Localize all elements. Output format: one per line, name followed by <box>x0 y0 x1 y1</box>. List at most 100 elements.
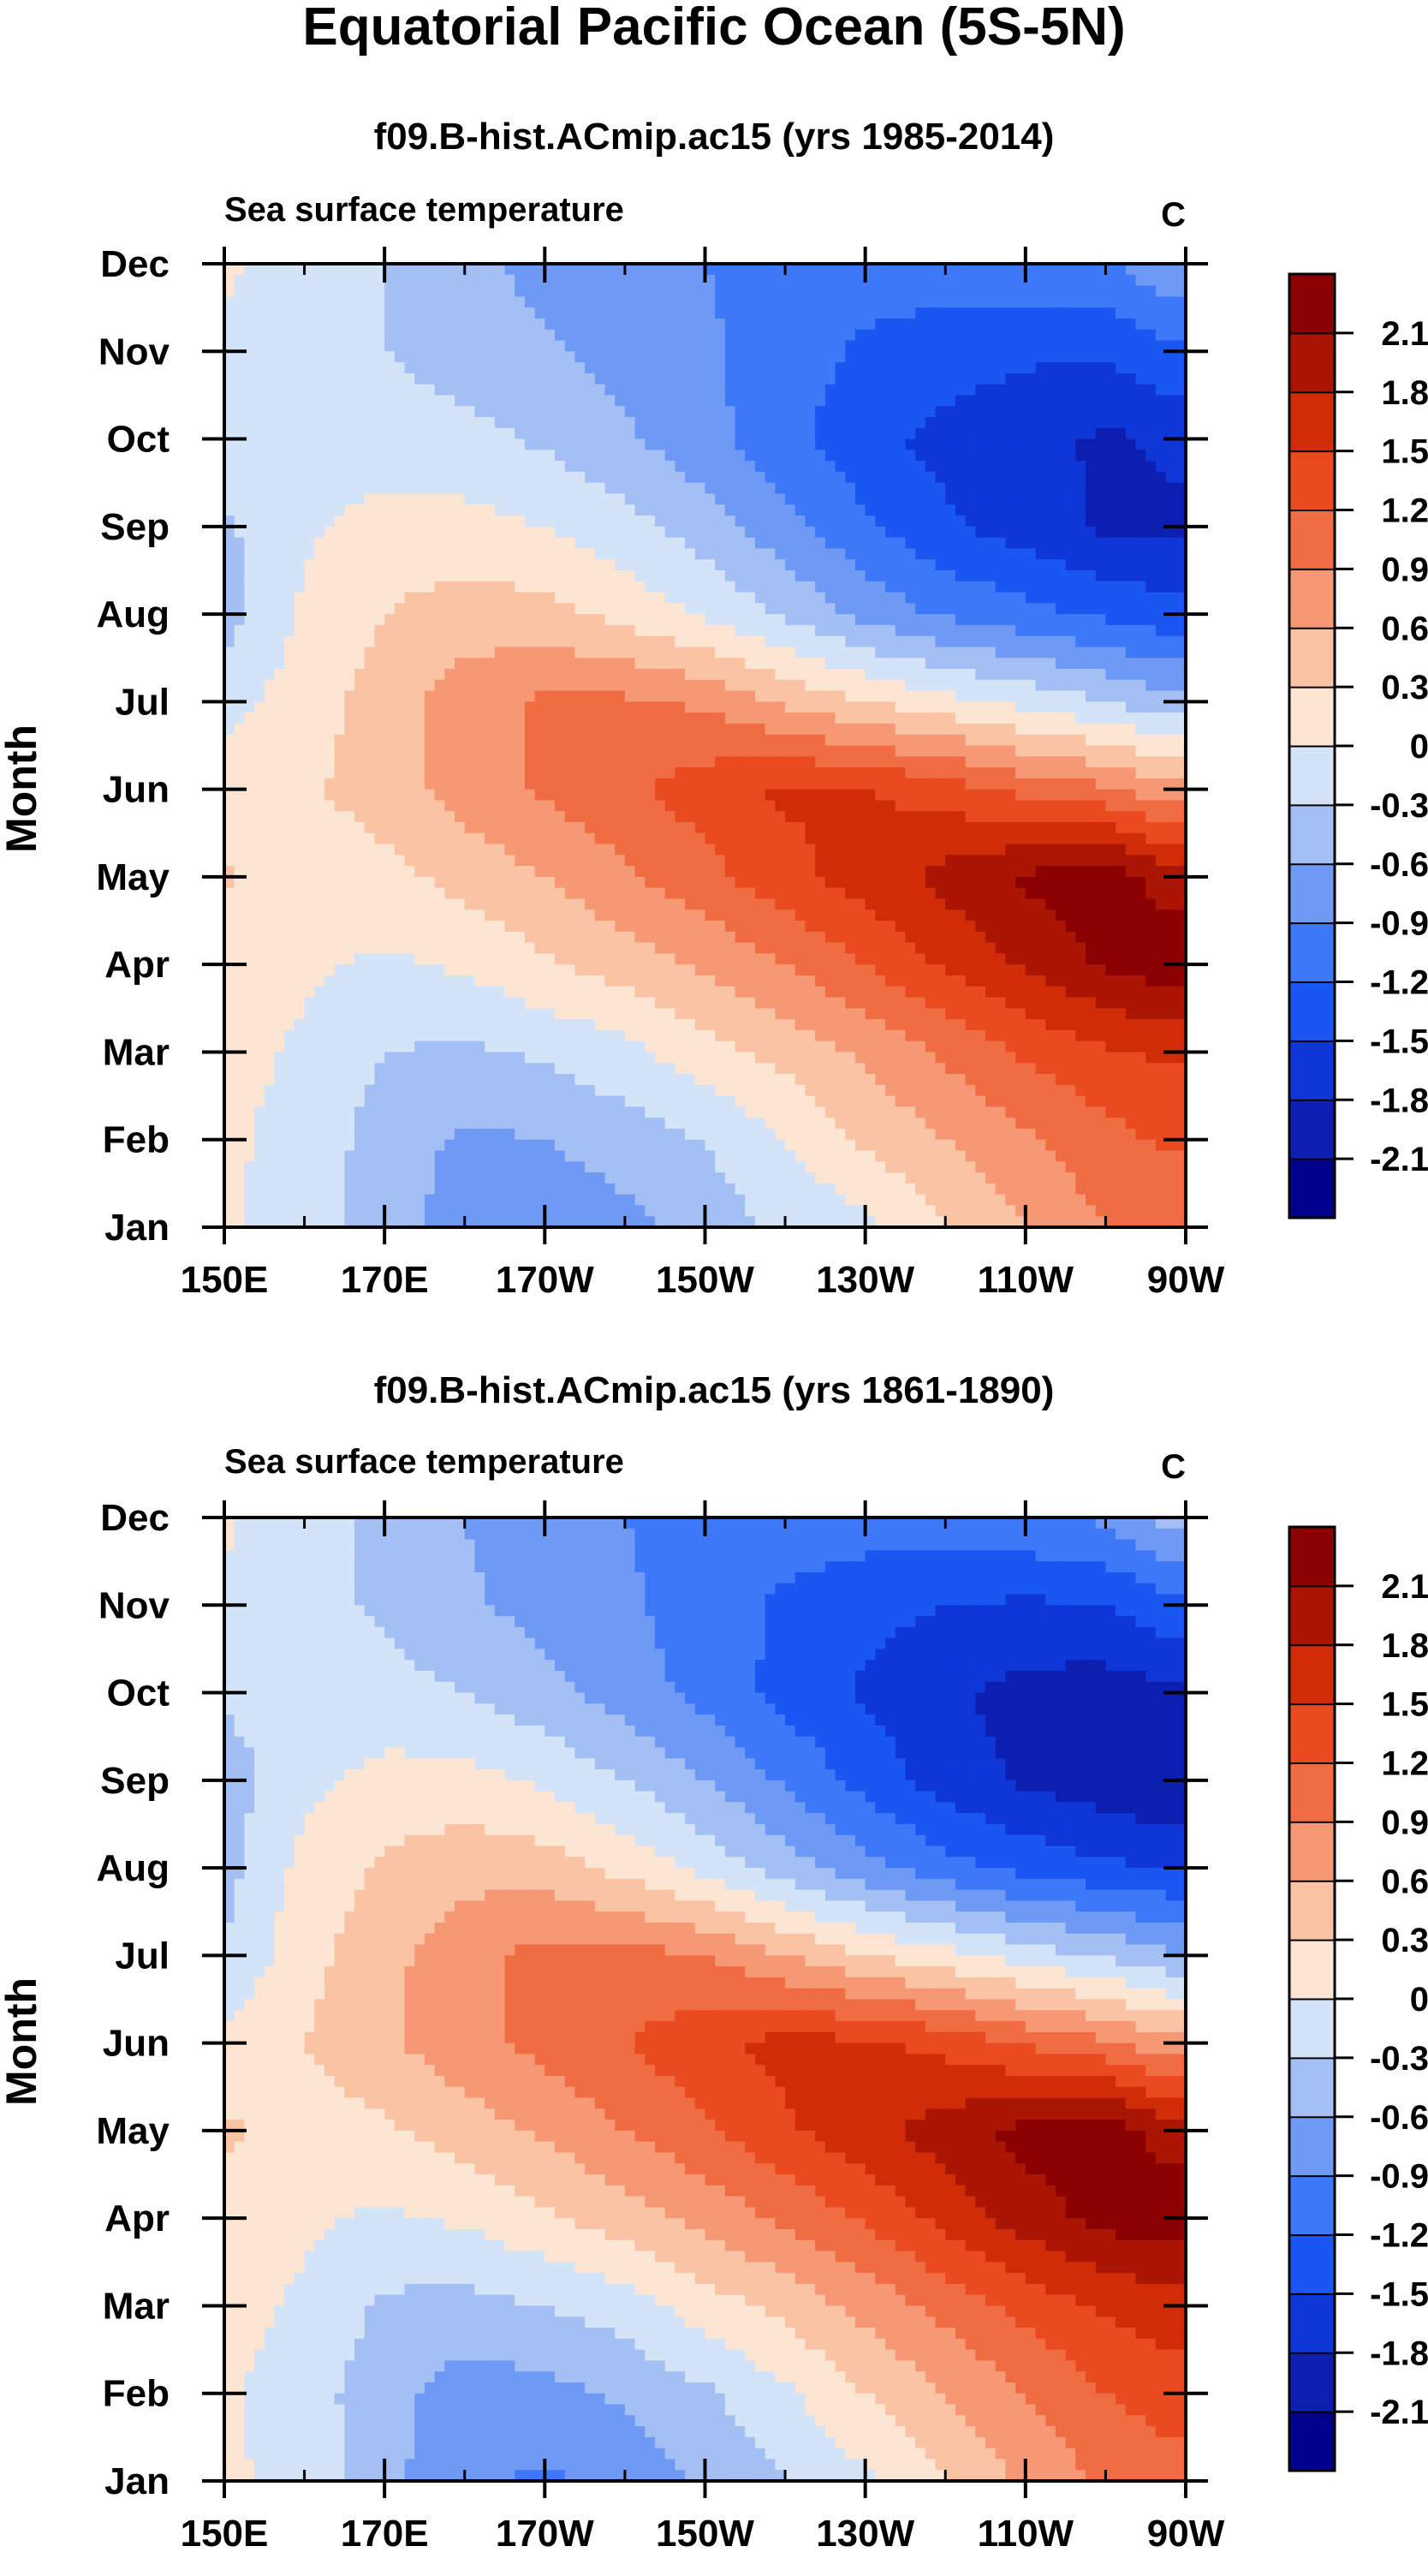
panel-1-heatmap-cell <box>394 778 406 790</box>
panel-1-heatmap-cell <box>935 647 946 659</box>
panel-1-heatmap-cell <box>815 756 826 768</box>
panel-1-heatmap-cell <box>745 296 756 308</box>
panel-1-heatmap-cell <box>464 789 476 802</box>
panel-1-heatmap-cell <box>705 482 716 495</box>
panel-1-heatmap-cell <box>394 581 406 593</box>
panel-1-heatmap-cell <box>324 351 336 363</box>
panel-1-heatmap-cell <box>1035 471 1046 484</box>
panel-1-heatmap-cell <box>394 734 406 747</box>
panel-1-heatmap-cell <box>434 285 445 297</box>
panel-1-heatmap-cell <box>594 296 606 308</box>
panel-1-heatmap-cell <box>615 340 626 352</box>
panel-1-heatmap-cell <box>865 745 876 757</box>
panel-1-heatmap-cell <box>694 592 706 604</box>
panel-1-heatmap-cell <box>634 351 646 363</box>
panel-1-heatmap-cell <box>955 351 967 363</box>
panel-1-heatmap-cell <box>634 701 646 713</box>
panel-1-heatmap-cell <box>754 624 766 637</box>
panel-1-heatmap-cell <box>364 559 376 571</box>
panel-1-heatmap-cell <box>905 373 916 385</box>
panel-1-heatmap-cell <box>905 416 916 429</box>
panel-1-heatmap-cell <box>935 373 946 385</box>
panel-1-heatmap-cell <box>955 701 967 713</box>
panel-1-heatmap-cell <box>875 395 886 407</box>
panel-1-heatmap-cell <box>935 285 946 297</box>
panel-1-heatmap-cell <box>815 537 826 549</box>
panel-1-heatmap-cell <box>735 559 746 571</box>
panel-1-heatmap-cell <box>374 307 385 319</box>
panel-1-heatmap-cell <box>1125 690 1137 702</box>
panel-1-heatmap-cell <box>1095 581 1107 593</box>
panel-1-heatmap-cell <box>1116 559 1127 571</box>
panel-1-heatmap-cell <box>754 635 766 648</box>
panel-1-heatmap-cell <box>1045 450 1056 462</box>
panel-1-heatmap-cell <box>965 427 976 440</box>
panel-1-heatmap-cell <box>854 548 866 560</box>
panel-1-heatmap-cell <box>1035 669 1046 681</box>
panel-1-heatmap-cell <box>374 647 385 659</box>
panel-1-heatmap-cell <box>854 581 866 593</box>
panel-1-heatmap-cell <box>364 416 376 429</box>
panel-1-heatmap-cell <box>845 351 856 363</box>
panel-1-heatmap-cell <box>524 767 536 779</box>
panel-1-heatmap-cell <box>585 821 596 834</box>
panel-1-heatmap-cell <box>875 526 886 539</box>
panel-1-heatmap-cell <box>645 264 656 276</box>
panel-1-heatmap-cell <box>1095 789 1107 802</box>
panel-1-heatmap-cell <box>504 395 515 407</box>
panel-1-heatmap-cell <box>354 516 366 528</box>
panel-1-heatmap-cell <box>234 318 245 331</box>
panel-1-heatmap-cell <box>314 745 325 757</box>
panel-1-heatmap-cell <box>675 264 686 276</box>
panel-1-heatmap-cell <box>624 581 636 593</box>
panel-1-heatmap-cell <box>655 438 666 450</box>
panel-1-heatmap-cell <box>785 811 796 823</box>
panel-1-heatmap-cell <box>754 307 766 319</box>
panel-1-heatmap-cell <box>534 516 545 528</box>
panel-1-heatmap-cell <box>494 811 506 823</box>
panel-1-heatmap-cell <box>895 395 907 407</box>
panel-1-heatmap-cell <box>564 307 576 319</box>
panel-1-heatmap-cell <box>664 406 676 418</box>
panel-1-heatmap-cell <box>675 493 686 505</box>
panel-1-heatmap-cell <box>604 329 616 342</box>
panel-1-heatmap-cell <box>455 395 466 407</box>
panel-1-heatmap-cell <box>895 329 907 342</box>
panel-1-heatmap-cell <box>374 778 385 790</box>
panel-1-heatmap-cell <box>915 778 926 790</box>
panel-1-heatmap-cell <box>234 679 245 692</box>
panel-1-heatmap-cell <box>875 504 886 516</box>
panel-1-heatmap-cell <box>1145 438 1157 450</box>
panel-1-heatmap-cell <box>975 493 986 505</box>
panel-1-heatmap-cell <box>1125 340 1137 352</box>
panel-1-heatmap-cell <box>705 635 716 648</box>
panel-1-heatmap-cell <box>765 778 776 790</box>
panel-1-heatmap-cell <box>955 756 967 768</box>
panel-1-heatmap-cell <box>354 351 366 363</box>
panel-1-heatmap-cell <box>1116 395 1127 407</box>
panel-1-heatmap-cell <box>905 406 916 418</box>
panel-1-heatmap-cell <box>434 669 445 681</box>
panel-1-heatmap-cell <box>354 690 366 702</box>
panel-1-heatmap-cell <box>1125 548 1137 560</box>
panel-1-heatmap-cell <box>1015 559 1026 571</box>
panel-1-heatmap-cell <box>474 395 485 407</box>
panel-1-heatmap-cell <box>835 679 846 692</box>
panel-1-heatmap-cell <box>1055 821 1067 834</box>
panel-1-heatmap-cell <box>515 438 526 450</box>
panel-1-heatmap-cell <box>234 264 245 276</box>
panel-1-heatmap-cell <box>1065 493 1076 505</box>
panel-1-heatmap-cell <box>815 723 826 736</box>
panel-1-heatmap-cell <box>624 789 636 802</box>
panel-1-heatmap-cell <box>574 800 586 812</box>
panel-1-heatmap-cell <box>865 493 876 505</box>
panel-1-heatmap-cell <box>854 559 866 571</box>
panel-1-heatmap-cell <box>374 569 385 582</box>
panel-1-heatmap-cell <box>1175 351 1187 363</box>
panel-1-heatmap-cell <box>985 362 997 374</box>
panel-1-heatmap-cell <box>534 690 545 702</box>
panel-1-heatmap-cell <box>975 669 986 681</box>
panel-1-heatmap-cell <box>1045 821 1056 834</box>
panel-1-heatmap-cell <box>765 614 776 626</box>
panel-1-heatmap-cell <box>344 438 355 450</box>
